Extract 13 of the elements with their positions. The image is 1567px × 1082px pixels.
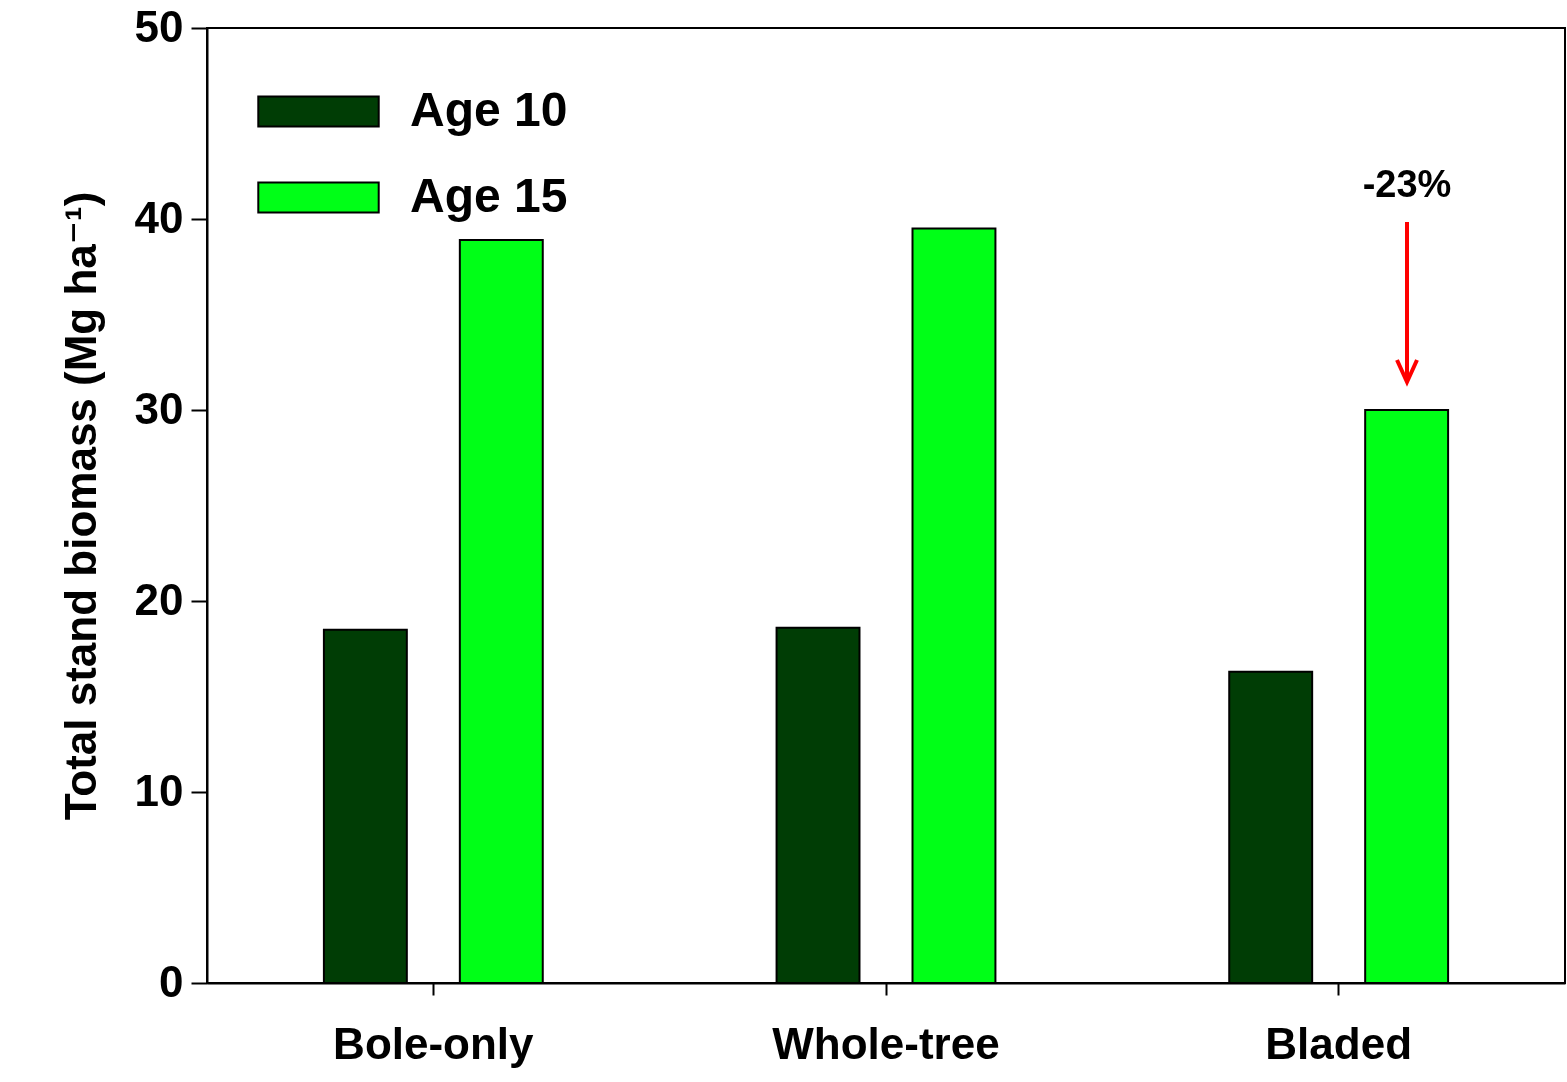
annotation: -23% (1362, 163, 1452, 205)
y-tick-label: 30 (134, 383, 184, 433)
y-axis-title: Total stand biomass (Mg ha⁻¹) (55, 191, 105, 821)
x-tick-label: Bladed (1265, 1018, 1413, 1068)
y-tick-label: 20 (134, 574, 184, 624)
y-tick-label: 0 (159, 956, 184, 1006)
legend-label: Age 15 (410, 168, 568, 222)
y-tick-label: 50 (134, 1, 184, 51)
y-tick-label: 40 (134, 192, 184, 242)
x-tick-label: Whole-tree (772, 1018, 1000, 1068)
legend-label: Age 10 (410, 82, 568, 136)
x-tick-label: Bole-only (333, 1018, 535, 1068)
y-tick-label: 10 (134, 765, 184, 815)
